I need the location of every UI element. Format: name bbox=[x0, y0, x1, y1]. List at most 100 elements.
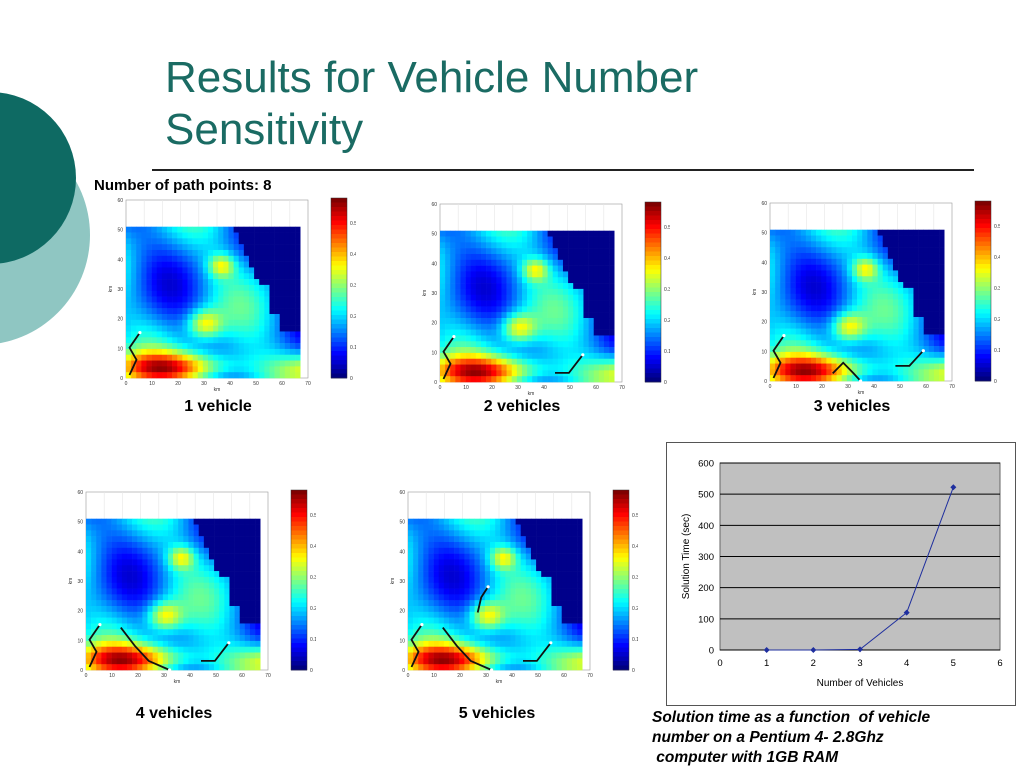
heatmap-cell bbox=[233, 325, 240, 332]
heatmap-cell bbox=[821, 264, 827, 271]
colorbar-step bbox=[291, 539, 307, 545]
heatmap-cell bbox=[516, 236, 523, 243]
heatmap-cell bbox=[547, 277, 554, 284]
heatmap-cell bbox=[86, 530, 92, 537]
heatmap-cell bbox=[867, 241, 873, 248]
heatmap-cell bbox=[588, 317, 594, 325]
heatmap-cell bbox=[173, 623, 179, 630]
heatmap-cell bbox=[157, 623, 164, 630]
heatmap-cell bbox=[571, 629, 578, 636]
heatmap-cell bbox=[218, 372, 224, 379]
heatmap-cell bbox=[516, 300, 523, 307]
heatmap-cell bbox=[443, 617, 450, 624]
colorbar-tick: 0.5 bbox=[310, 513, 316, 519]
heatmap-cell bbox=[213, 337, 219, 344]
heatmap-cell bbox=[898, 316, 904, 324]
heatmap-cell bbox=[923, 276, 930, 283]
heatmap-cell bbox=[438, 600, 445, 607]
heatmap-cell bbox=[831, 287, 837, 295]
heatmap-cell bbox=[423, 611, 429, 618]
heatmap-cell bbox=[546, 652, 552, 659]
heatmap-cell bbox=[933, 311, 940, 318]
heatmap-cell bbox=[408, 594, 414, 601]
heatmap-cell bbox=[183, 588, 189, 595]
heatmap-cell bbox=[496, 341, 502, 348]
heatmap-cell bbox=[229, 582, 235, 589]
heatmap-cell bbox=[588, 306, 594, 313]
heatmap-cell bbox=[192, 313, 199, 321]
heatmap-cell bbox=[805, 241, 812, 248]
heatmap-cell bbox=[151, 255, 158, 262]
heatmap-cell bbox=[495, 635, 501, 642]
heatmap-cell bbox=[116, 605, 123, 613]
heatmap-cell bbox=[918, 357, 924, 364]
heatmap-cell bbox=[588, 294, 594, 301]
heatmap-cell bbox=[197, 302, 204, 309]
heatmap-cell bbox=[480, 347, 487, 354]
heatmap-cell bbox=[101, 530, 107, 537]
colorbar-tick: 0.1 bbox=[664, 349, 670, 355]
heatmap-cell bbox=[106, 547, 112, 554]
heatmap-cell bbox=[496, 358, 502, 365]
heatmap-cell bbox=[192, 249, 199, 257]
heatmap-cell bbox=[86, 582, 92, 589]
colorbar-step bbox=[613, 620, 629, 626]
heatmap-cell bbox=[486, 242, 492, 249]
heatmap-cell bbox=[770, 328, 776, 335]
heatmap-cell bbox=[197, 331, 204, 338]
heatmap-cell bbox=[101, 611, 107, 618]
heatmap-cell bbox=[785, 229, 791, 236]
heatmap-cell bbox=[142, 553, 148, 560]
heatmap-cell bbox=[816, 293, 822, 300]
heatmap-cell bbox=[903, 235, 909, 242]
chart-data-point bbox=[763, 647, 770, 653]
heatmap-cell bbox=[495, 611, 501, 618]
heatmap-x-tick: 40 bbox=[871, 384, 877, 390]
heatmap-cell bbox=[137, 617, 143, 624]
heatmap-cell bbox=[248, 249, 255, 257]
heatmap-cell bbox=[91, 617, 97, 624]
heatmap-cell bbox=[491, 358, 497, 365]
heatmap-cell bbox=[264, 244, 270, 251]
heatmap-cell bbox=[500, 640, 506, 648]
heatmap-cell bbox=[568, 352, 574, 360]
vehicle-path-point bbox=[98, 623, 102, 627]
heatmap-cell bbox=[577, 664, 583, 671]
heatmap-cell bbox=[459, 640, 465, 648]
heatmap-cell bbox=[428, 588, 434, 595]
heatmap-cell bbox=[86, 553, 92, 560]
colorbar-step bbox=[645, 364, 661, 369]
heatmap-cell bbox=[577, 565, 583, 572]
colorbar-step bbox=[975, 304, 991, 310]
heatmap-cell bbox=[269, 290, 275, 297]
colorbar-step bbox=[645, 305, 661, 311]
heatmap-cell bbox=[821, 351, 827, 359]
heatmap-cell bbox=[450, 306, 456, 313]
heatmap-cell bbox=[284, 255, 291, 262]
heatmap-cell bbox=[484, 576, 491, 584]
heatmap-cell bbox=[188, 559, 194, 566]
heatmap-x-tick: 50 bbox=[213, 673, 219, 679]
heatmap-cell bbox=[448, 559, 455, 566]
heatmap-cell bbox=[197, 261, 204, 268]
heatmap-cell bbox=[506, 323, 513, 330]
heatmap-cell bbox=[933, 351, 940, 359]
heatmap-cell bbox=[161, 308, 168, 315]
heatmap-cell bbox=[295, 238, 301, 245]
heatmap-cell bbox=[239, 541, 246, 549]
heatmap-cell bbox=[877, 241, 884, 248]
heatmap-cell bbox=[489, 605, 496, 613]
heatmap-cell bbox=[933, 363, 940, 370]
heatmap-cell bbox=[254, 238, 260, 245]
heatmap-cell bbox=[413, 600, 419, 607]
heatmap-cell bbox=[557, 352, 564, 360]
heatmap-cell bbox=[918, 311, 924, 318]
heatmap-cell bbox=[918, 287, 924, 295]
heatmap-cell bbox=[126, 600, 133, 607]
heatmap-cell bbox=[537, 352, 543, 360]
vehicle-path bbox=[442, 336, 455, 380]
heatmap-cell bbox=[455, 253, 461, 261]
heatmap-cell bbox=[506, 364, 513, 371]
heatmap-y-tick: 60 bbox=[431, 202, 437, 208]
heatmap-cell bbox=[142, 646, 148, 653]
